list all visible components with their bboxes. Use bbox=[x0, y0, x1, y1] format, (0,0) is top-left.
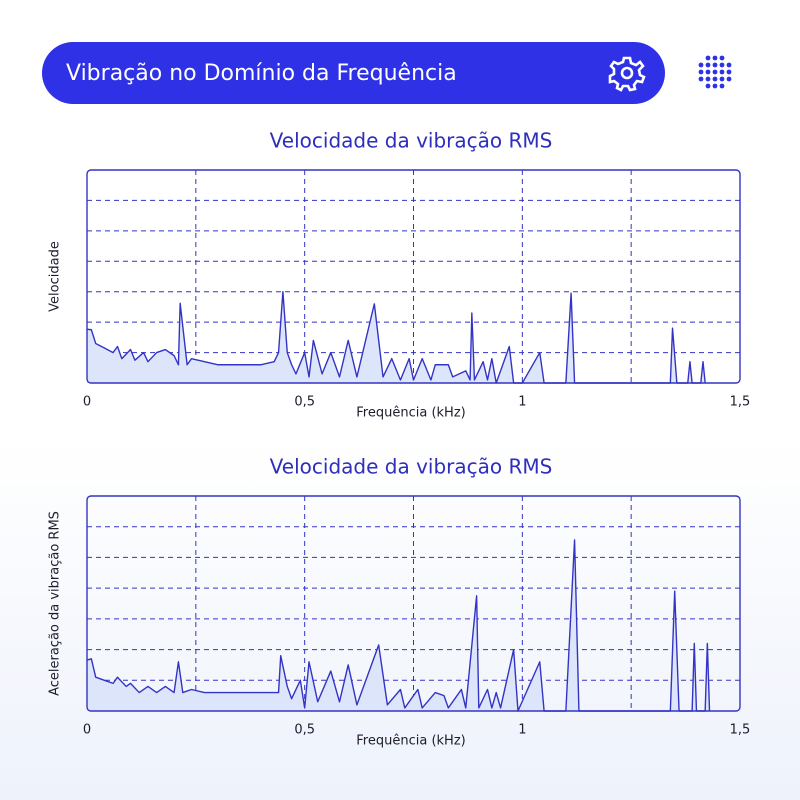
header-bar bbox=[42, 42, 665, 104]
data-line bbox=[86, 539, 711, 712]
x-tick-label: 0 bbox=[83, 723, 91, 738]
x-tick-label: 1,5 bbox=[730, 395, 751, 410]
settings-icon[interactable] bbox=[608, 56, 646, 92]
header-title: Vibração no Domínio da Frequência bbox=[66, 61, 457, 86]
logo-icon bbox=[698, 55, 732, 89]
logo-dot bbox=[719, 83, 725, 89]
y-axis-label: Aceleração da vibração RMS bbox=[48, 511, 63, 696]
y-axis-label: Velocidade bbox=[48, 241, 63, 312]
logo-dot bbox=[719, 76, 725, 82]
logo-dot bbox=[712, 62, 718, 68]
x-tick-label: 1 bbox=[518, 723, 526, 738]
logo-dot bbox=[705, 69, 711, 75]
x-tick-label: 0,5 bbox=[294, 395, 315, 410]
logo-dot bbox=[719, 62, 725, 68]
x-tick-label: 1 bbox=[518, 395, 526, 410]
x-tick-label: 1,5 bbox=[730, 723, 751, 738]
logo-dot bbox=[726, 62, 732, 68]
logo-dot bbox=[712, 83, 718, 89]
logo-dot bbox=[705, 83, 711, 89]
logo-dot bbox=[698, 76, 704, 82]
plot-frame bbox=[86, 495, 741, 712]
logo-dot bbox=[719, 55, 725, 61]
x-axis-label: Frequência (kHz) bbox=[356, 406, 465, 421]
logo-dot bbox=[719, 69, 725, 75]
logo-dot bbox=[705, 62, 711, 68]
logo-dot bbox=[712, 76, 718, 82]
logo-dot bbox=[712, 69, 718, 75]
area-fill bbox=[87, 291, 706, 383]
x-axis-label: Frequência (kHz) bbox=[356, 734, 465, 749]
logo-dot bbox=[705, 76, 711, 82]
logo-dot bbox=[726, 76, 732, 82]
x-tick-label: 0,5 bbox=[294, 723, 315, 738]
area-fill bbox=[87, 539, 710, 711]
logo-dot bbox=[705, 55, 711, 61]
logo-dot bbox=[712, 55, 718, 61]
x-tick-label: 0 bbox=[83, 395, 91, 410]
logo-dot bbox=[726, 69, 732, 75]
plot-frame bbox=[86, 169, 741, 384]
chart-title: Velocidade da vibração RMS bbox=[270, 129, 553, 153]
chart-title: Velocidade da vibração RMS bbox=[270, 455, 553, 479]
logo-dot bbox=[698, 69, 704, 75]
logo-dot bbox=[698, 62, 704, 68]
